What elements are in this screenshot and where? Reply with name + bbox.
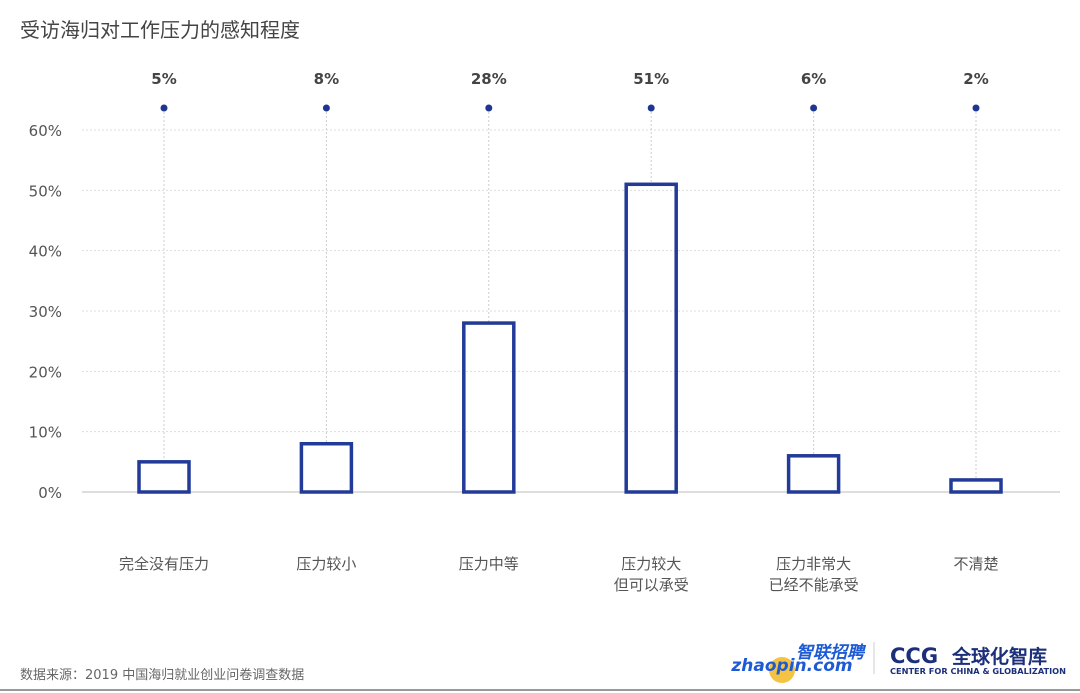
- data-label: 5%: [151, 70, 176, 88]
- bar: [137, 460, 191, 494]
- x-tick-label: 压力非常大已经不能承受: [769, 555, 859, 594]
- label-dot: [647, 104, 655, 112]
- zhaopin-logo-circle: [769, 657, 795, 683]
- data-source: 数据来源：2019 中国海归就业创业问卷调查数据: [20, 668, 305, 683]
- x-tick-label: 完全没有压力: [119, 555, 209, 573]
- bar: [624, 182, 678, 494]
- y-tick-label: 10%: [29, 424, 62, 442]
- data-label: 28%: [471, 70, 507, 88]
- zhaopin-logo-cn: 智联招聘: [796, 643, 867, 663]
- data-label: 6%: [801, 70, 826, 88]
- y-tick-label: 50%: [29, 182, 62, 200]
- x-tick-label: 不清楚: [953, 555, 998, 573]
- bar: [786, 454, 841, 494]
- x-tick-label: 压力较小: [296, 555, 356, 573]
- data-label: 51%: [633, 70, 669, 88]
- ccg-logo-cn: 全球化智库: [951, 645, 1047, 668]
- zhaopin-logo-en: zhaopin.com: [730, 656, 852, 676]
- y-tick-label: 0%: [38, 484, 62, 502]
- bottom-rule: [0, 689, 1080, 691]
- logos: 智联招聘 zhaopin.com CCG 全球化智库 CENTER FOR CH…: [730, 642, 1066, 683]
- y-tick-label: 30%: [29, 303, 62, 321]
- data-label: 2%: [963, 70, 988, 88]
- bar: [949, 478, 1003, 494]
- ccg-logo-en: CENTER FOR CHINA & GLOBALIZATION: [890, 666, 1066, 676]
- label-dot: [160, 104, 168, 112]
- bar-chart: 0% 10% 20% 30% 40% 50% 60% 5% 完全没有压力 8% 压力较小 28% 压力中…: [29, 70, 1060, 594]
- label-dot: [322, 104, 330, 112]
- y-tick-label: 40%: [29, 243, 62, 261]
- x-tick-label: 压力中等: [459, 555, 519, 573]
- label-dot: [972, 104, 980, 112]
- data-label: 8%: [314, 70, 339, 88]
- bar: [299, 441, 354, 494]
- y-tick-label: 20%: [29, 363, 62, 381]
- label-dot: [810, 104, 818, 112]
- label-dot: [485, 104, 493, 112]
- ccg-logo: CCG: [890, 644, 938, 668]
- y-tick-label: 60%: [29, 122, 62, 140]
- bar: [462, 321, 516, 494]
- x-tick-label: 压力较大但可以承受: [614, 555, 689, 594]
- chart-title: 受访海归对工作压力的感知程度: [20, 18, 300, 42]
